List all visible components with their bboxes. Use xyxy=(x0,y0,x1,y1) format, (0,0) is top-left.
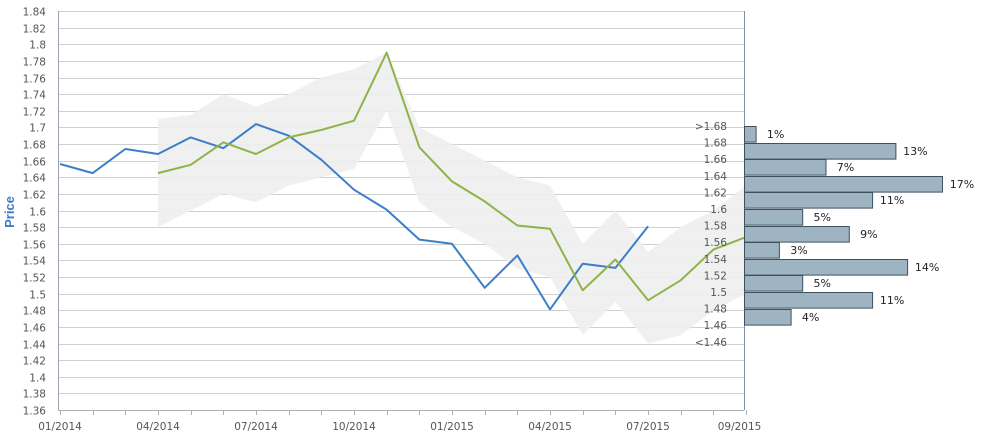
histogram-percent-label: 4% xyxy=(802,311,819,324)
histogram-bin-label: 1.46 xyxy=(704,320,728,332)
y-tick-label: 1.5 xyxy=(29,290,46,302)
y-tick-label: 1.82 xyxy=(23,24,46,36)
histogram-percent-label: 11% xyxy=(880,194,904,207)
y-tick-label: 1.74 xyxy=(23,90,47,102)
y-tick-label: 1.6 xyxy=(29,207,46,219)
histogram-bar xyxy=(744,292,874,309)
histogram-bin-label: 1.5 xyxy=(710,287,727,299)
y-tick-label: 1.62 xyxy=(23,190,46,202)
y-axis-label: Price xyxy=(2,196,17,228)
histogram-bar xyxy=(744,143,897,160)
histogram-bin-label: 1.52 xyxy=(704,270,727,282)
x-tick-label: 07/2015 xyxy=(626,421,670,433)
y-tick-label: 1.58 xyxy=(23,223,46,235)
histogram-bin-label: 1.58 xyxy=(704,221,727,233)
forecast-band-area xyxy=(158,52,747,344)
series-line-2 xyxy=(157,51,747,302)
y-tick-label: 1.46 xyxy=(23,323,47,335)
histogram-bin-label: 1.48 xyxy=(704,304,727,316)
x-tick-label: 09/2015 xyxy=(718,421,762,433)
y-tick-label: 1.68 xyxy=(23,140,46,152)
histogram-bar xyxy=(744,309,792,326)
series-line-1 xyxy=(59,123,649,311)
histogram-percent-label: 5% xyxy=(814,211,831,224)
histogram-percent-label: 3% xyxy=(790,244,807,257)
histogram: >1.68 1.68 1.66 1.64 1.62 1.6 1.58 1.56 1.54 1.52… xyxy=(695,121,974,349)
histogram-bar xyxy=(744,126,757,143)
histogram-bin-label: 1.64 xyxy=(704,171,728,183)
histogram-percent-label: 11% xyxy=(880,294,904,307)
y-tick-label: 1.76 xyxy=(23,74,47,86)
x-tick-label: 10/2014 xyxy=(332,421,376,433)
histogram-percent-label: 5% xyxy=(814,277,831,290)
y-tick-label: 1.44 xyxy=(23,340,47,352)
histogram-bar xyxy=(744,176,943,193)
forecast-band xyxy=(158,52,747,344)
y-tick-label: 1.7 xyxy=(29,123,46,135)
histogram-percent-label: 1% xyxy=(767,128,784,141)
y-tick-label: 1.48 xyxy=(23,306,46,318)
histogram-bar xyxy=(744,275,804,292)
y-tick-label: 1.42 xyxy=(23,356,46,368)
y-tick-label: 1.84 xyxy=(23,7,47,19)
histogram-percent-label: 9% xyxy=(860,228,877,241)
histogram-bin-label: 1.66 xyxy=(704,154,728,166)
histogram-percent-label: 14% xyxy=(915,261,939,274)
series-lines xyxy=(59,51,747,311)
y-tick-label: 1.54 xyxy=(23,256,47,268)
x-tick-label: 01/2015 xyxy=(430,421,474,433)
y-tick-label: 1.64 xyxy=(23,173,47,185)
histogram-bin-label: 1.6 xyxy=(710,204,727,216)
histogram-bin-label: 1.56 xyxy=(704,237,728,249)
x-axis-ticks: 01/2014 04/2014 07/2014 10/2014 01/2015 04/20… xyxy=(38,421,761,433)
y-axis-ticks: 1.84 1.82 1.8 1.78 1.76 1.74 1.72 1.7 1.68 1.66 1.… xyxy=(23,7,47,418)
histogram-bar xyxy=(744,159,827,176)
histogram-bin-label: 1.62 xyxy=(704,187,727,199)
y-tick-label: 1.52 xyxy=(23,273,46,285)
y-tick-label: 1.8 xyxy=(29,40,46,52)
histogram-bar xyxy=(744,259,909,276)
x-tick-label: 07/2014 xyxy=(234,421,278,433)
histogram-percent-label: 17% xyxy=(950,178,974,191)
histogram-bar xyxy=(744,242,780,259)
histogram-percent-label: 13% xyxy=(903,145,927,158)
y-tick-label: 1.66 xyxy=(23,157,47,169)
x-tick-label: 01/2014 xyxy=(38,421,82,433)
histogram-bin-label: <1.46 xyxy=(695,337,727,349)
y-tick-label: 1.56 xyxy=(23,240,47,252)
y-tick-label: 1.72 xyxy=(23,107,46,119)
y-tick-label: 1.38 xyxy=(23,389,46,401)
y-tick-label: 1.78 xyxy=(23,57,46,69)
histogram-bin-label: 1.54 xyxy=(704,254,728,266)
x-tick-label: 04/2014 xyxy=(136,421,180,433)
histogram-percent-label: 7% xyxy=(837,161,854,174)
histogram-bar xyxy=(744,226,850,243)
histogram-bin-label: >1.68 xyxy=(695,121,727,133)
y-tick-label: 1.36 xyxy=(23,406,47,418)
histogram-bin-label: 1.68 xyxy=(704,138,727,150)
histogram-bar xyxy=(744,192,874,209)
y-tick-label: 1.4 xyxy=(29,373,46,385)
histogram-bar xyxy=(744,209,804,226)
x-tick-label: 04/2015 xyxy=(528,421,572,433)
